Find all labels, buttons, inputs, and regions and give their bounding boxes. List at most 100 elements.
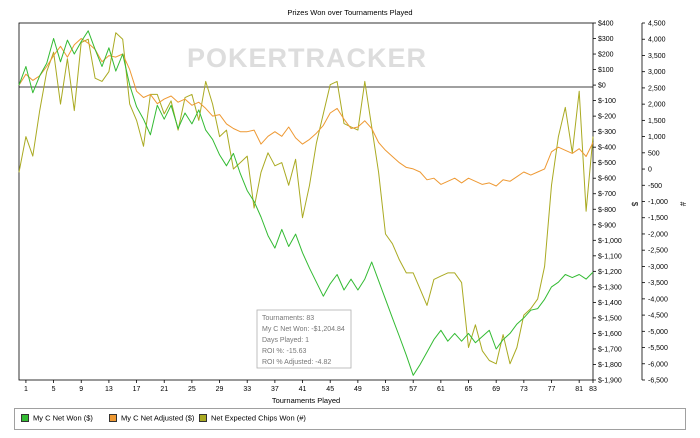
y-tick-label-dollar: $-300 (598, 129, 616, 136)
y-tick-label-chips: -1,500 (648, 215, 668, 222)
y-tick-label-dollar: $-1,000 (598, 238, 622, 245)
x-tick-label: 5 (52, 386, 56, 393)
y-tick-label-chips: -2,500 (648, 248, 668, 255)
chart-title: Prizes Won over Tournaments Played (287, 8, 412, 17)
legend-label-net-adjusted: My C Net Adjusted ($) (121, 413, 195, 423)
x-tick-label: 29 (216, 386, 224, 393)
x-tick-label: 53 (382, 386, 390, 393)
x-tick-label: 9 (79, 386, 83, 393)
x-tick-label: 77 (548, 386, 556, 393)
y-tick-label-dollar: $-600 (598, 176, 616, 183)
y-tick-label-dollar: $-400 (598, 145, 616, 152)
y-tick-label-chips: -1,000 (648, 199, 668, 206)
series-line-0 (18, 30, 594, 376)
x-tick-label: 73 (520, 386, 528, 393)
series-line-1 (18, 38, 594, 187)
stats-box: Tournaments: 83 My C Net Won: -$1,204.84… (256, 309, 352, 369)
x-tick-label: 83 (589, 386, 597, 393)
series-layer (18, 30, 594, 376)
y-tick-label-chips: 1,000 (648, 134, 666, 141)
x-tick-label: 65 (465, 386, 473, 393)
y-tick-label-dollar: $-200 (598, 114, 616, 121)
y-tick-label-chips: -4,000 (648, 296, 668, 303)
y-tick-label-dollar: $100 (598, 67, 614, 74)
y-tick-label-chips: -6,500 (648, 378, 668, 385)
legend: My C Net Won ($) My C Net Adjusted ($) N… (14, 408, 686, 430)
y-tick-label-chips: 4,000 (648, 37, 666, 44)
legend-item-net-adjusted[interactable]: My C Net Adjusted ($) (109, 413, 194, 423)
x-tick-label: 1 (24, 386, 28, 393)
y-tick-label-dollar: $-800 (598, 207, 616, 214)
legend-label-net-won: My C Net Won ($) (33, 413, 93, 423)
y-tick-label-chips: 4,500 (648, 21, 666, 28)
stats-net-won: My C Net Won: -$1,204.84 (262, 326, 345, 333)
y-tick-label-dollar: $-1,700 (598, 346, 622, 353)
y-tick-label-dollar: $-1,100 (598, 253, 622, 260)
x-tick-label: 21 (160, 386, 168, 393)
legend-swatch-net-won (21, 414, 29, 423)
y-axis-dollar: $400 $300 $200 $100 $0 $-100 $-200 $-300 $-400 $-… (593, 21, 622, 385)
y-tick-label-chips: -3,000 (648, 264, 668, 271)
x-axis-label: Tournaments Played (272, 396, 340, 405)
y-tick-label-dollar: $-1,200 (598, 269, 622, 276)
x-tick-label: 45 (326, 386, 334, 393)
y-tick-label-chips: -5,000 (648, 329, 668, 336)
y-tick-label-dollar: $-1,800 (598, 362, 622, 369)
y-tick-label-chips: -3,500 (648, 280, 668, 287)
plot-area (18, 22, 594, 381)
y-tick-label-dollar: $-1,600 (598, 331, 622, 338)
stats-days-played: Days Played: 1 (262, 337, 309, 344)
x-tick-label: 69 (492, 386, 500, 393)
y-tick-label-dollar: $-900 (598, 222, 616, 229)
y-tick-label-chips: -5,500 (648, 345, 668, 352)
y-tick-label-chips: -6,000 (648, 361, 668, 368)
y-tick-label-dollar: $-1,400 (598, 300, 622, 307)
y-tick-label-dollar: $-100 (598, 98, 616, 105)
y-tick-label-chips: 500 (648, 150, 660, 157)
legend-swatch-expected-chips (199, 414, 207, 423)
y-tick-label-chips: -2,000 (648, 231, 668, 238)
x-tick-label: 37 (271, 386, 279, 393)
y-axis-dollar-label: $ (630, 202, 639, 207)
y-tick-label-chips: 0 (648, 167, 652, 174)
y-tick-label-dollar: $0 (598, 83, 606, 90)
x-tick-label: 61 (437, 386, 445, 393)
y-tick-label-chips: -500 (648, 183, 662, 190)
y-tick-label-dollar: $-1,900 (598, 378, 622, 385)
x-tick-label: 13 (105, 386, 113, 393)
watermark: POKERTRACKER (187, 43, 427, 73)
y-tick-label-chips: 2,500 (648, 85, 666, 92)
y-tick-label-chips: 2,000 (648, 102, 666, 109)
x-tick-label: 25 (188, 386, 196, 393)
x-tick-label: 81 (575, 386, 583, 393)
y-tick-label-chips: -4,500 (648, 313, 668, 320)
y-tick-label-dollar: $200 (598, 52, 614, 59)
x-axis: 1 5 9 13 17 21 25 29 33 37 41 45 49 53 57 61 65 69 73 77 81 8… (24, 380, 597, 393)
y-tick-label-dollar: $-500 (598, 160, 616, 167)
legend-label-expected-chips: Net Expected Chips Won (#) (211, 413, 306, 423)
y-tick-label-dollar: $-1,500 (598, 315, 622, 322)
x-tick-label: 33 (243, 386, 251, 393)
x-tick-label: 49 (354, 386, 362, 393)
stats-roi: ROI %: -15.63 (262, 348, 306, 355)
y-tick-label-dollar: $-700 (598, 191, 616, 198)
y-axis-chips: 4,500 4,000 3,500 3,000 2,500 2,000 1,500 1,000… (641, 21, 668, 385)
y-axis-chips-label: # (678, 202, 687, 207)
y-tick-label-chips: 3,500 (648, 53, 666, 60)
stats-tournaments: Tournaments: 83 (262, 315, 314, 322)
series-line-2 (18, 32, 594, 365)
legend-item-net-won[interactable]: My C Net Won ($) (21, 413, 93, 423)
x-tick-label: 57 (409, 386, 417, 393)
legend-item-expected-chips[interactable]: Net Expected Chips Won (#) (199, 413, 306, 423)
x-tick-label: 41 (299, 386, 307, 393)
y-tick-label-chips: 1,500 (648, 118, 666, 125)
legend-swatch-net-adjusted (109, 414, 117, 423)
y-tick-label-dollar: $400 (598, 21, 614, 28)
stats-roi-adjusted: ROI % Adjusted: -4.82 (262, 359, 331, 366)
y-tick-label-dollar: $300 (598, 36, 614, 43)
stats-box-frame (256, 309, 352, 369)
y-tick-label-chips: 3,000 (648, 69, 666, 76)
y-tick-label-dollar: $-1,300 (598, 284, 622, 291)
x-tick-label: 17 (133, 386, 141, 393)
